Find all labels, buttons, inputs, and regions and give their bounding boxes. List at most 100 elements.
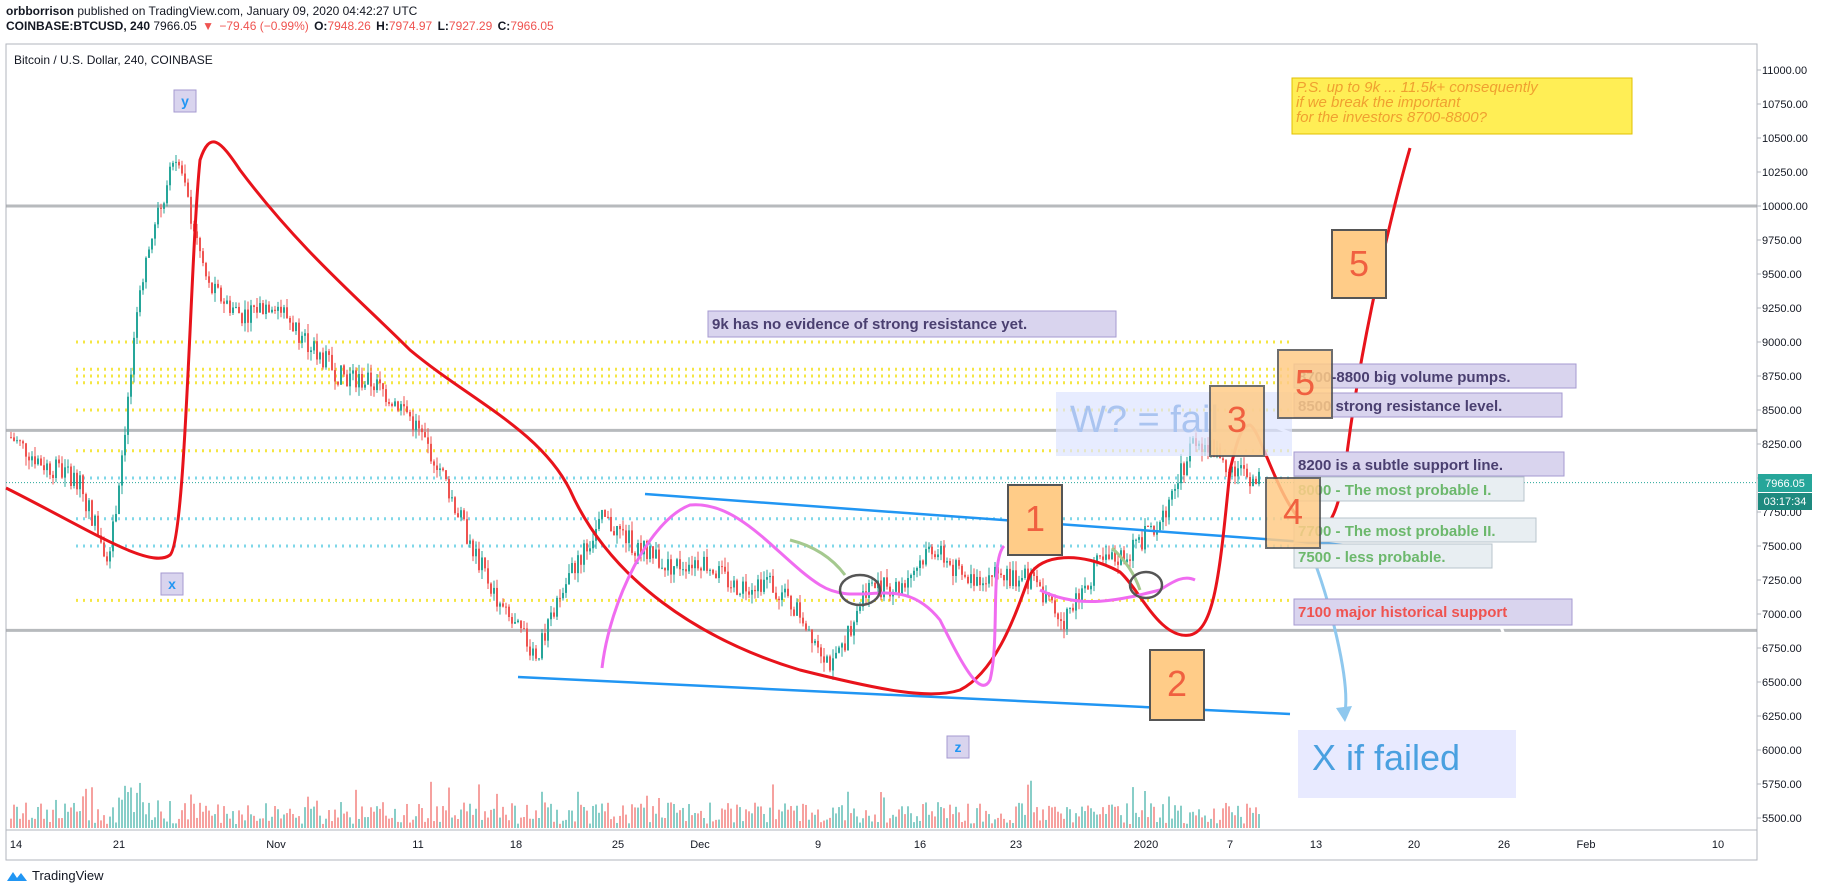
wave-4-box — [1265, 477, 1321, 549]
candle-body — [331, 354, 333, 371]
countdown-tag-bg — [1758, 493, 1812, 510]
candle-body — [655, 549, 657, 559]
candle-body — [469, 540, 471, 544]
down-arrow-icon: ▼ — [202, 19, 214, 33]
candle-body — [439, 468, 441, 470]
candle-body — [673, 566, 675, 575]
candle-body — [700, 568, 702, 571]
volume-bar — [406, 803, 408, 828]
volume-bar — [1138, 817, 1140, 828]
volume-bar — [1216, 823, 1218, 828]
volume-bar — [373, 811, 375, 828]
volume-bar — [466, 811, 468, 828]
candle-body — [856, 610, 858, 623]
candle-body — [292, 322, 294, 332]
circle-marker-2 — [1128, 570, 1164, 600]
volume-bar — [814, 814, 816, 828]
candle-body — [283, 307, 285, 313]
candle-body — [964, 574, 966, 577]
time-tick-label: 7 — [1227, 839, 1233, 851]
candle-body — [460, 510, 462, 518]
volume-bar — [10, 818, 12, 828]
volume-bar — [355, 789, 357, 828]
volume-bar — [895, 816, 897, 828]
candle-body — [787, 588, 789, 596]
wave-5-label: 5 — [1349, 243, 1369, 284]
candle-body — [868, 583, 870, 598]
volume-bar — [595, 804, 597, 828]
volume-bar — [637, 807, 639, 828]
price-tick-label: 8500.00 — [1762, 405, 1802, 417]
price-axis[interactable]: 11000.00 10750.00 10500.00 10250.00 10000.00… — [1757, 65, 1808, 825]
price-tick-label: 11000.00 — [1762, 65, 1807, 77]
candle-body — [514, 622, 516, 624]
candle-body — [736, 580, 738, 595]
volume-bar — [97, 809, 99, 828]
volume-bar — [484, 811, 486, 828]
candle-body — [568, 573, 570, 585]
candle-body — [724, 566, 726, 572]
candle-body — [907, 578, 909, 588]
volume-bar — [610, 819, 612, 828]
candle-body — [886, 577, 888, 587]
candle-body — [1015, 570, 1017, 587]
volume-bar — [655, 813, 657, 828]
tradingview-logo-icon — [7, 871, 27, 881]
volume-bar — [1009, 820, 1011, 828]
time-tick-label: 18 — [510, 839, 522, 851]
candle-body — [652, 546, 654, 559]
volume-bar — [436, 806, 438, 828]
candle-body — [751, 589, 753, 595]
candle-body — [1177, 483, 1179, 489]
volume-bar — [1168, 796, 1170, 828]
time-axis[interactable]: 14 21 Nov 11 18 25 Dec 9 16 23 2020 7 13 20 26 Feb 10 — [10, 839, 1724, 851]
candle-body — [988, 575, 990, 584]
candle-body — [493, 587, 495, 594]
candle-body — [1057, 613, 1059, 620]
volume-bar — [1036, 807, 1038, 828]
candle-body — [961, 565, 963, 575]
candle-body — [718, 566, 720, 579]
candle-body — [1117, 561, 1119, 565]
volume-bar — [1015, 806, 1017, 828]
candle-body — [862, 591, 864, 607]
candle-body — [694, 560, 696, 569]
candle-body — [715, 573, 717, 579]
volume-bar — [1183, 823, 1185, 828]
note-8700-box — [1293, 363, 1577, 389]
volume-bar — [1156, 822, 1158, 828]
wave-z-label: z — [955, 739, 962, 755]
candle-body — [1039, 582, 1041, 587]
footer-brand[interactable]: TradingView — [32, 868, 104, 883]
volume-bar — [457, 818, 459, 828]
level-lines — [6, 204, 1757, 632]
candle-body — [154, 224, 156, 239]
time-tick-label: 2020 — [1134, 839, 1158, 851]
candle-body — [373, 386, 375, 391]
volume-bar — [1057, 811, 1059, 828]
candle-body — [925, 549, 927, 565]
volume-bar — [313, 806, 315, 828]
candle-body — [517, 620, 519, 623]
volume-bar — [889, 818, 891, 828]
price-tick-label: 6750.00 — [1762, 643, 1802, 655]
candle-body — [1060, 619, 1062, 621]
candle-body — [838, 647, 840, 653]
candle-body — [1078, 593, 1080, 602]
volume-bar — [412, 819, 414, 828]
volume-bar — [274, 806, 276, 828]
price-tick-label: 10000.00 — [1762, 201, 1808, 213]
candle-body — [835, 652, 837, 659]
volume-bar — [544, 802, 546, 828]
volume-bar — [400, 822, 402, 828]
volume-bar — [502, 806, 504, 828]
author-name[interactable]: orbborrison — [6, 4, 74, 18]
volume-bar — [481, 819, 483, 828]
candle-body — [361, 374, 363, 388]
volume-bar — [424, 821, 426, 828]
volume-bar — [1240, 816, 1242, 828]
candle-body — [358, 374, 360, 388]
volume-bar — [670, 802, 672, 828]
candle-body — [436, 465, 438, 470]
